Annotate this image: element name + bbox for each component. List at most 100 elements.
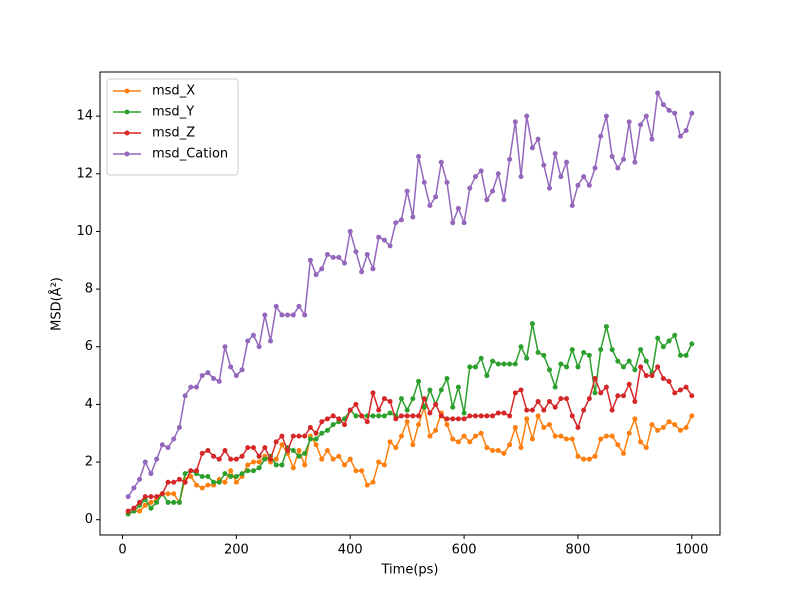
data-point (603, 324, 609, 330)
data-point (518, 445, 524, 451)
y-tick-label: 0 (85, 512, 93, 527)
data-point (302, 433, 308, 439)
data-point (336, 416, 342, 422)
legend-label: msd_Y (152, 105, 194, 120)
data-point (638, 347, 644, 353)
data-point (273, 303, 279, 309)
data-point (558, 361, 564, 367)
data-point (581, 407, 587, 413)
data-point (660, 375, 666, 381)
data-point (416, 413, 422, 419)
data-point (421, 396, 427, 402)
series-line (127, 323, 693, 515)
data-point (154, 499, 160, 505)
data-point (461, 416, 467, 422)
data-point (518, 344, 524, 350)
data-point (353, 401, 359, 407)
y-tick-label: 14 (76, 109, 93, 124)
data-point (643, 373, 649, 379)
data-point (626, 430, 632, 436)
data-point (313, 436, 319, 442)
data-point (347, 407, 353, 413)
data-point (575, 364, 581, 370)
data-point (541, 162, 547, 168)
data-point (239, 367, 245, 373)
data-point (205, 473, 211, 479)
data-point (501, 361, 507, 367)
data-point (262, 312, 268, 318)
data-point (638, 122, 644, 128)
data-point (336, 254, 342, 260)
data-point (683, 352, 689, 358)
data-point (302, 450, 308, 456)
legend-label: msd_Cation (152, 147, 228, 162)
data-point (666, 419, 672, 425)
data-point (176, 476, 182, 482)
data-point (564, 364, 570, 370)
data-point (125, 508, 131, 514)
data-point (529, 321, 535, 327)
data-point (222, 471, 228, 477)
data-point (410, 413, 416, 419)
legend-marker (124, 88, 130, 94)
data-point (615, 442, 621, 448)
data-point (569, 436, 575, 442)
data-point (404, 188, 410, 194)
data-point (575, 424, 581, 430)
data-point (381, 237, 387, 243)
data-point (176, 499, 182, 505)
data-point (632, 159, 638, 165)
data-point (427, 410, 433, 416)
data-point (359, 413, 365, 419)
data-point (598, 133, 604, 139)
data-point (211, 479, 217, 485)
data-point (564, 436, 570, 442)
data-point (205, 448, 211, 454)
data-point (296, 303, 302, 309)
data-point (461, 410, 467, 416)
data-point (598, 436, 604, 442)
data-point (256, 453, 262, 459)
data-point (467, 439, 473, 445)
data-point (296, 453, 302, 459)
data-point (256, 344, 262, 350)
data-point (638, 439, 644, 445)
data-point (620, 156, 626, 162)
data-point (211, 375, 217, 381)
legend-marker (124, 151, 130, 157)
data-point (535, 136, 541, 142)
data-point (347, 228, 353, 234)
data-point (359, 468, 365, 474)
data-point (228, 473, 234, 479)
data-point (518, 387, 524, 393)
data-point (228, 456, 234, 462)
data-point (421, 404, 427, 410)
data-point (199, 485, 205, 491)
data-point (501, 197, 507, 203)
data-point (603, 113, 609, 119)
data-point (564, 396, 570, 402)
data-point (205, 482, 211, 488)
data-point (484, 445, 490, 451)
plot-frame (99, 71, 721, 536)
data-point (689, 413, 695, 419)
data-point (376, 459, 382, 465)
data-point (643, 358, 649, 364)
data-point (615, 165, 621, 171)
data-point (535, 399, 541, 405)
data-point (660, 424, 666, 430)
data-point (364, 482, 370, 488)
data-point (398, 396, 404, 402)
data-point (410, 214, 416, 220)
data-point (262, 445, 268, 451)
data-point (398, 413, 404, 419)
data-point (307, 424, 313, 430)
data-point (370, 479, 376, 485)
data-point (171, 499, 177, 505)
data-point (256, 465, 262, 471)
data-point (142, 494, 148, 500)
data-point (245, 462, 251, 468)
data-point (319, 419, 325, 425)
data-point (655, 90, 661, 96)
data-point (626, 119, 632, 125)
